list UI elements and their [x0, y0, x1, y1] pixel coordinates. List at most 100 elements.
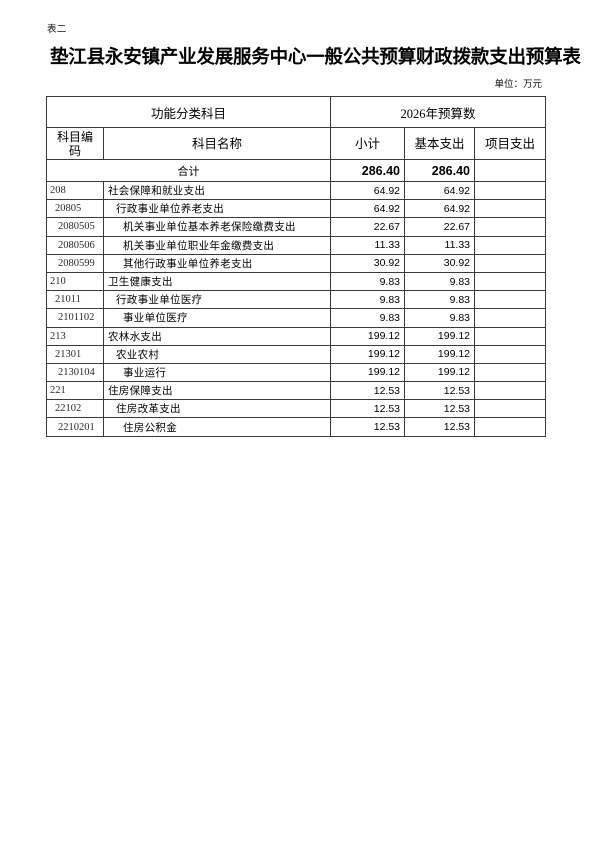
- budget-table: 功能分类科目 2026年预算数 科目编码 科目名称 小计 基本支出 项目支出 合…: [45, 96, 547, 437]
- row-subtotal: 9.83: [330, 271, 406, 292]
- row-code: 213: [46, 326, 104, 346]
- row-basic: 64.92: [404, 180, 476, 201]
- row-name: 事业运行: [102, 362, 332, 383]
- row-name: 其他行政事业单位养老支出: [102, 253, 332, 273]
- total-basic: 286.40: [404, 159, 476, 182]
- row-basic: 12.53: [404, 381, 476, 401]
- row-subtotal: 199.12: [330, 326, 406, 346]
- row-code: 210: [46, 271, 104, 292]
- sheet-label: 表二: [47, 25, 67, 35]
- row-basic: 9.83: [404, 290, 476, 310]
- row-project: [474, 344, 547, 364]
- row-project: [474, 271, 547, 292]
- row-project: [474, 362, 547, 383]
- row-project: [474, 381, 547, 401]
- row-subtotal: 22.67: [330, 217, 406, 237]
- row-basic: 9.83: [404, 308, 476, 328]
- table-header-group-row: 功能分类科目 2026年预算数: [45, 96, 547, 128]
- row-name: 农业农村: [102, 344, 332, 364]
- row-project: [474, 253, 547, 273]
- row-code: 221: [46, 381, 104, 401]
- row-project: [474, 217, 547, 237]
- table-body: 合计 286.40 286.40 208 社会保障和就业支出 64.92 64.92 2…: [45, 159, 547, 437]
- row-name: 住房改革支出: [102, 399, 332, 419]
- row-code: 2080506: [46, 235, 104, 255]
- row-subtotal: 199.12: [330, 344, 406, 364]
- row-name: 行政事业单位养老支出: [102, 199, 332, 219]
- row-code: 2080505: [46, 217, 104, 237]
- row-project: [474, 290, 547, 310]
- row-basic: 12.53: [404, 399, 476, 419]
- table-row: 213 农林水支出 199.12 199.12: [46, 326, 547, 346]
- row-subtotal: 9.83: [330, 290, 406, 310]
- table-row: 2130104 事业运行 199.12 199.12: [46, 362, 547, 383]
- row-project: [474, 326, 547, 346]
- table-row: 2080505 机关事业单位基本养老保险缴费支出 22.67 22.67: [46, 217, 547, 237]
- table-row: 210 卫生健康支出 9.83 9.83: [46, 271, 547, 292]
- row-project: [474, 235, 547, 255]
- row-basic: 22.67: [404, 217, 476, 237]
- table-row: 2210201 住房公积金 12.53 12.53: [46, 417, 547, 437]
- row-basic: 64.92: [404, 199, 476, 219]
- row-name: 住房公积金: [102, 417, 332, 437]
- row-subtotal: 199.12: [330, 362, 406, 383]
- row-code: 208: [46, 180, 104, 201]
- row-basic: 30.92: [404, 253, 476, 273]
- row-project: [474, 199, 547, 219]
- unit-label: 单位：万元: [494, 80, 542, 90]
- row-basic: 199.12: [404, 362, 476, 383]
- table-row: 2101102 事业单位医疗 9.83 9.83: [46, 308, 547, 328]
- page-title: 垫江县永安镇产业发展服务中心一般公共预算财政拨款支出预算表: [50, 48, 581, 68]
- row-subtotal: 12.53: [330, 381, 406, 401]
- row-name: 卫生健康支出: [102, 271, 332, 292]
- table-row: 221 住房保障支出 12.53 12.53: [46, 381, 547, 401]
- row-code: 20805: [46, 199, 104, 219]
- row-subtotal: 64.92: [330, 199, 406, 219]
- row-subtotal: 12.53: [330, 417, 406, 437]
- row-name: 事业单位医疗: [102, 308, 332, 328]
- header-code: 科目编码: [46, 127, 104, 160]
- row-subtotal: 9.83: [330, 308, 406, 328]
- row-name: 住房保障支出: [102, 381, 332, 401]
- total-label: 合计: [45, 159, 332, 182]
- row-subtotal: 12.53: [330, 399, 406, 419]
- row-subtotal: 11.33: [330, 235, 406, 255]
- table-row: 21301 农业农村 199.12 199.12: [46, 344, 547, 364]
- row-name: 农林水支出: [102, 326, 332, 346]
- table-row: 2080506 机关事业单位职业年金缴费支出 11.33 11.33: [46, 235, 547, 255]
- row-basic: 9.83: [404, 271, 476, 292]
- row-name: 机关事业单位基本养老保险缴费支出: [102, 217, 332, 237]
- header-name: 科目名称: [102, 127, 332, 160]
- row-code: 21011: [46, 290, 104, 310]
- row-basic: 199.12: [404, 344, 476, 364]
- row-code: 21301: [46, 344, 104, 364]
- row-project: [474, 417, 547, 437]
- row-code: 2210201: [46, 417, 104, 437]
- row-name: 行政事业单位医疗: [102, 290, 332, 310]
- table-row-total: 合计 286.40 286.40: [45, 159, 547, 182]
- row-subtotal: 64.92: [330, 180, 406, 201]
- header-project-expenditure: 项目支出: [474, 127, 547, 160]
- row-basic: 12.53: [404, 417, 476, 437]
- row-project: [474, 180, 547, 201]
- row-name: 社会保障和就业支出: [102, 180, 332, 201]
- table-row: 20805 行政事业单位养老支出 64.92 64.92: [46, 199, 547, 219]
- table-row: 21011 行政事业单位医疗 9.83 9.83: [46, 290, 547, 310]
- row-project: [474, 399, 547, 419]
- row-subtotal: 30.92: [330, 253, 406, 273]
- total-subtotal: 286.40: [330, 159, 406, 182]
- table-row: 2080599 其他行政事业单位养老支出 30.92 30.92: [46, 253, 547, 273]
- header-basic-expenditure: 基本支出: [404, 127, 476, 160]
- row-code: 22102: [46, 399, 104, 419]
- row-project: [474, 308, 547, 328]
- row-basic: 11.33: [404, 235, 476, 255]
- table-row: 22102 住房改革支出 12.53 12.53: [46, 399, 547, 419]
- table-head: 功能分类科目 2026年预算数 科目编码 科目名称 小计 基本支出 项目支出: [45, 96, 547, 160]
- header-subtotal: 小计: [330, 127, 406, 160]
- row-code: 2130104: [46, 362, 104, 383]
- total-project: [474, 159, 547, 182]
- header-functional-classification: 功能分类科目: [45, 96, 332, 128]
- row-code: 2080599: [46, 253, 104, 273]
- row-code: 2101102: [46, 308, 104, 328]
